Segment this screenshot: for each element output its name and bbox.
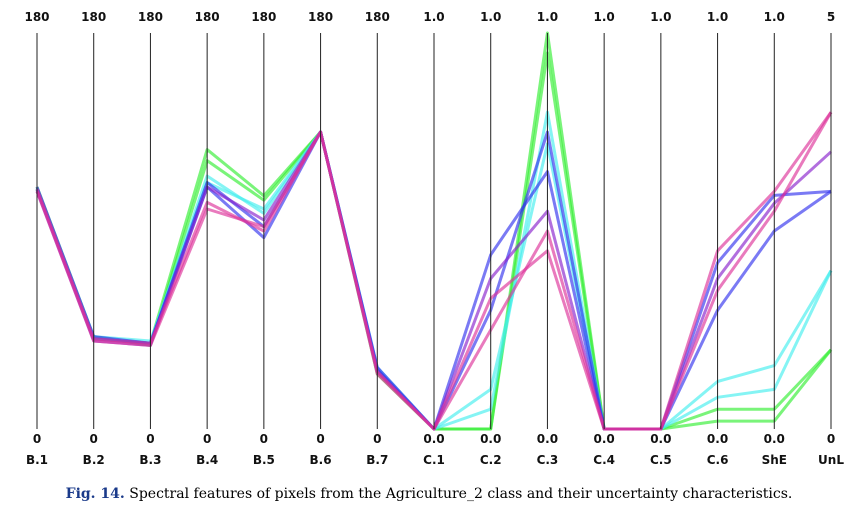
caption-text: Spectral features of pixels from the Agr… [129,486,793,502]
axis-max-label: 1.0 [536,10,559,24]
axis-min-label: 0.0 [650,432,672,446]
axis-name-label: B.7 [366,453,389,467]
axis-max-label: 1.0 [423,10,445,24]
axis-name-label: C.4 [593,453,615,467]
axis-min-label: 0 [146,432,155,446]
axis-min-label: 0 [259,432,269,446]
axis-max-label: 180 [24,10,50,24]
axis-name-label: B.2 [82,453,105,467]
axis-max-label: 180 [81,10,107,24]
axis-min-label: 0 [202,432,212,446]
axis-max-label: 180 [137,10,163,24]
axis-name-label: B.4 [196,453,219,467]
axis-min-label: 0 [826,432,836,446]
axis-min-label: 0.0 [536,432,559,446]
axis-min-label: 0.0 [480,432,502,446]
axis-min-label: 0 [89,432,98,446]
axis-max-label: 1.0 [763,10,785,24]
axis-max-label: 180 [308,10,334,24]
axis-max-label: 1.0 [593,10,615,24]
axis-name-label: C.2 [479,453,502,467]
axis-min-label: 0.0 [706,432,729,446]
axis-name-label: B.6 [309,453,332,467]
axis-min-label: 0 [373,432,382,446]
axis-name-label: ShE [761,453,787,467]
axis-max-label: 180 [364,10,390,24]
parallel-coordinates-plot [35,31,833,431]
axis-min-label: 0 [316,432,325,446]
axis-min-label: 0.0 [763,432,785,446]
axis-max-label: 180 [251,10,277,24]
axis-name-label: B.5 [252,453,275,467]
axis-name-label: UnL [818,453,844,467]
axis-max-label: 1.0 [650,10,672,24]
axis-max-label: 1.0 [480,10,502,24]
caption-label: Fig. 14. [65,486,125,502]
axis-lines [36,33,832,429]
axis-max-label: 1.0 [706,10,729,24]
axis-min-label: 0 [32,432,42,446]
axis-min-label: 0.0 [423,432,445,446]
axis-max-label: 180 [194,10,220,24]
axis-min-label: 0.0 [593,432,615,446]
axis-name-label: C.5 [649,453,672,467]
axis-max-label: 5 [826,10,836,24]
axis-name-label: C.3 [536,453,559,467]
axis-name-label: B.1 [25,453,49,467]
figure-caption: Fig. 14. Spectral features of pixels fro… [0,486,858,502]
axis-name-label: C.1 [423,453,445,467]
axis-name-label: C.6 [706,453,729,467]
axis-name-label: B.3 [139,453,162,467]
